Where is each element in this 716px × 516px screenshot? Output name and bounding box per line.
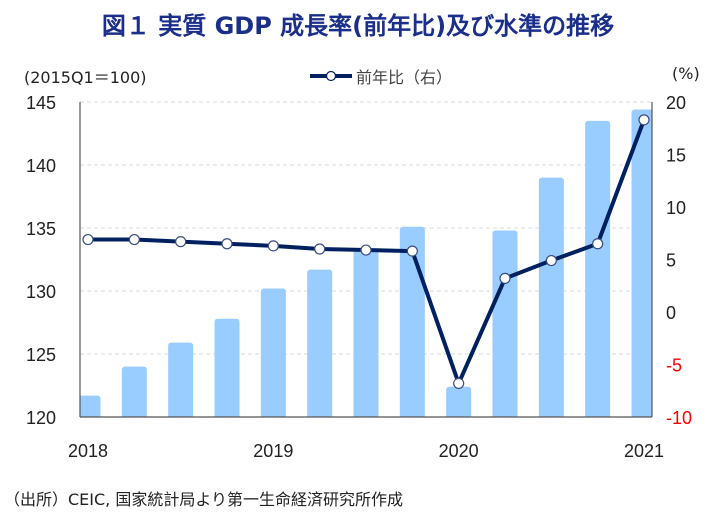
bar: [168, 342, 194, 417]
source-note: （出所）CEIC, 国家統計局より第一生命経済研究所作成: [4, 490, 404, 509]
yoy-point: [453, 377, 465, 389]
left-tick-label: 145: [26, 93, 56, 113]
x-tick-label: 2020: [439, 441, 479, 461]
yoy-point: [638, 114, 650, 126]
bar: [214, 318, 240, 417]
legend-line-marker-icon: [310, 70, 352, 82]
right-tick-label: 10: [666, 198, 686, 218]
bar: [260, 288, 286, 417]
left-tick-label: 120: [26, 408, 56, 428]
tick-labels: 120 125 130 135 140 145 -10 -5 0 5 10 15 20 2018 2019 2…: [26, 93, 692, 461]
legend-label: 前年比（右）: [356, 68, 453, 87]
right-tick-label: 15: [666, 146, 686, 166]
yoy-point: [499, 272, 511, 284]
bar: [631, 109, 652, 417]
right-tick-label: 20: [666, 93, 686, 113]
bar: [353, 249, 379, 417]
bar: [307, 269, 333, 417]
yoy-point: [314, 243, 326, 255]
left-axis-unit: (2015Q1＝100): [24, 68, 147, 87]
yoy-point: [221, 238, 233, 250]
line-series: [82, 114, 650, 389]
right-tick-label: -10: [666, 408, 692, 428]
right-axis-unit: (%): [672, 64, 700, 83]
yoy-point: [175, 236, 187, 248]
legend: 前年比（右）: [308, 64, 452, 88]
bar: [585, 120, 611, 417]
yoy-point: [406, 245, 418, 257]
right-tick-label: -5: [666, 356, 682, 376]
yoy-point: [360, 244, 372, 256]
right-tick-label: 5: [666, 251, 676, 271]
yoy-point: [267, 240, 279, 252]
x-tick-label: 2021: [624, 441, 664, 461]
bar: [538, 177, 564, 417]
x-tick-label: 2019: [253, 441, 293, 461]
right-tick-label: 0: [666, 303, 676, 323]
bar: [121, 366, 147, 417]
yoy-point: [592, 238, 604, 250]
x-tick-label: 2018: [68, 441, 108, 461]
left-tick-label: 140: [26, 156, 56, 176]
left-tick-label: 125: [26, 345, 56, 365]
bar: [80, 395, 101, 417]
bar-series: [80, 109, 652, 417]
left-tick-label: 135: [26, 219, 56, 239]
left-tick-label: 130: [26, 282, 56, 302]
axes: [79, 102, 653, 418]
bar: [446, 386, 472, 417]
bar: [492, 230, 518, 417]
chart-title: 図１ 実質 GDP 成長率(前年比)及び水準の推移: [101, 12, 615, 40]
yoy-point: [545, 254, 557, 267]
yoy-point: [82, 233, 94, 246]
yoy-point: [128, 233, 140, 246]
